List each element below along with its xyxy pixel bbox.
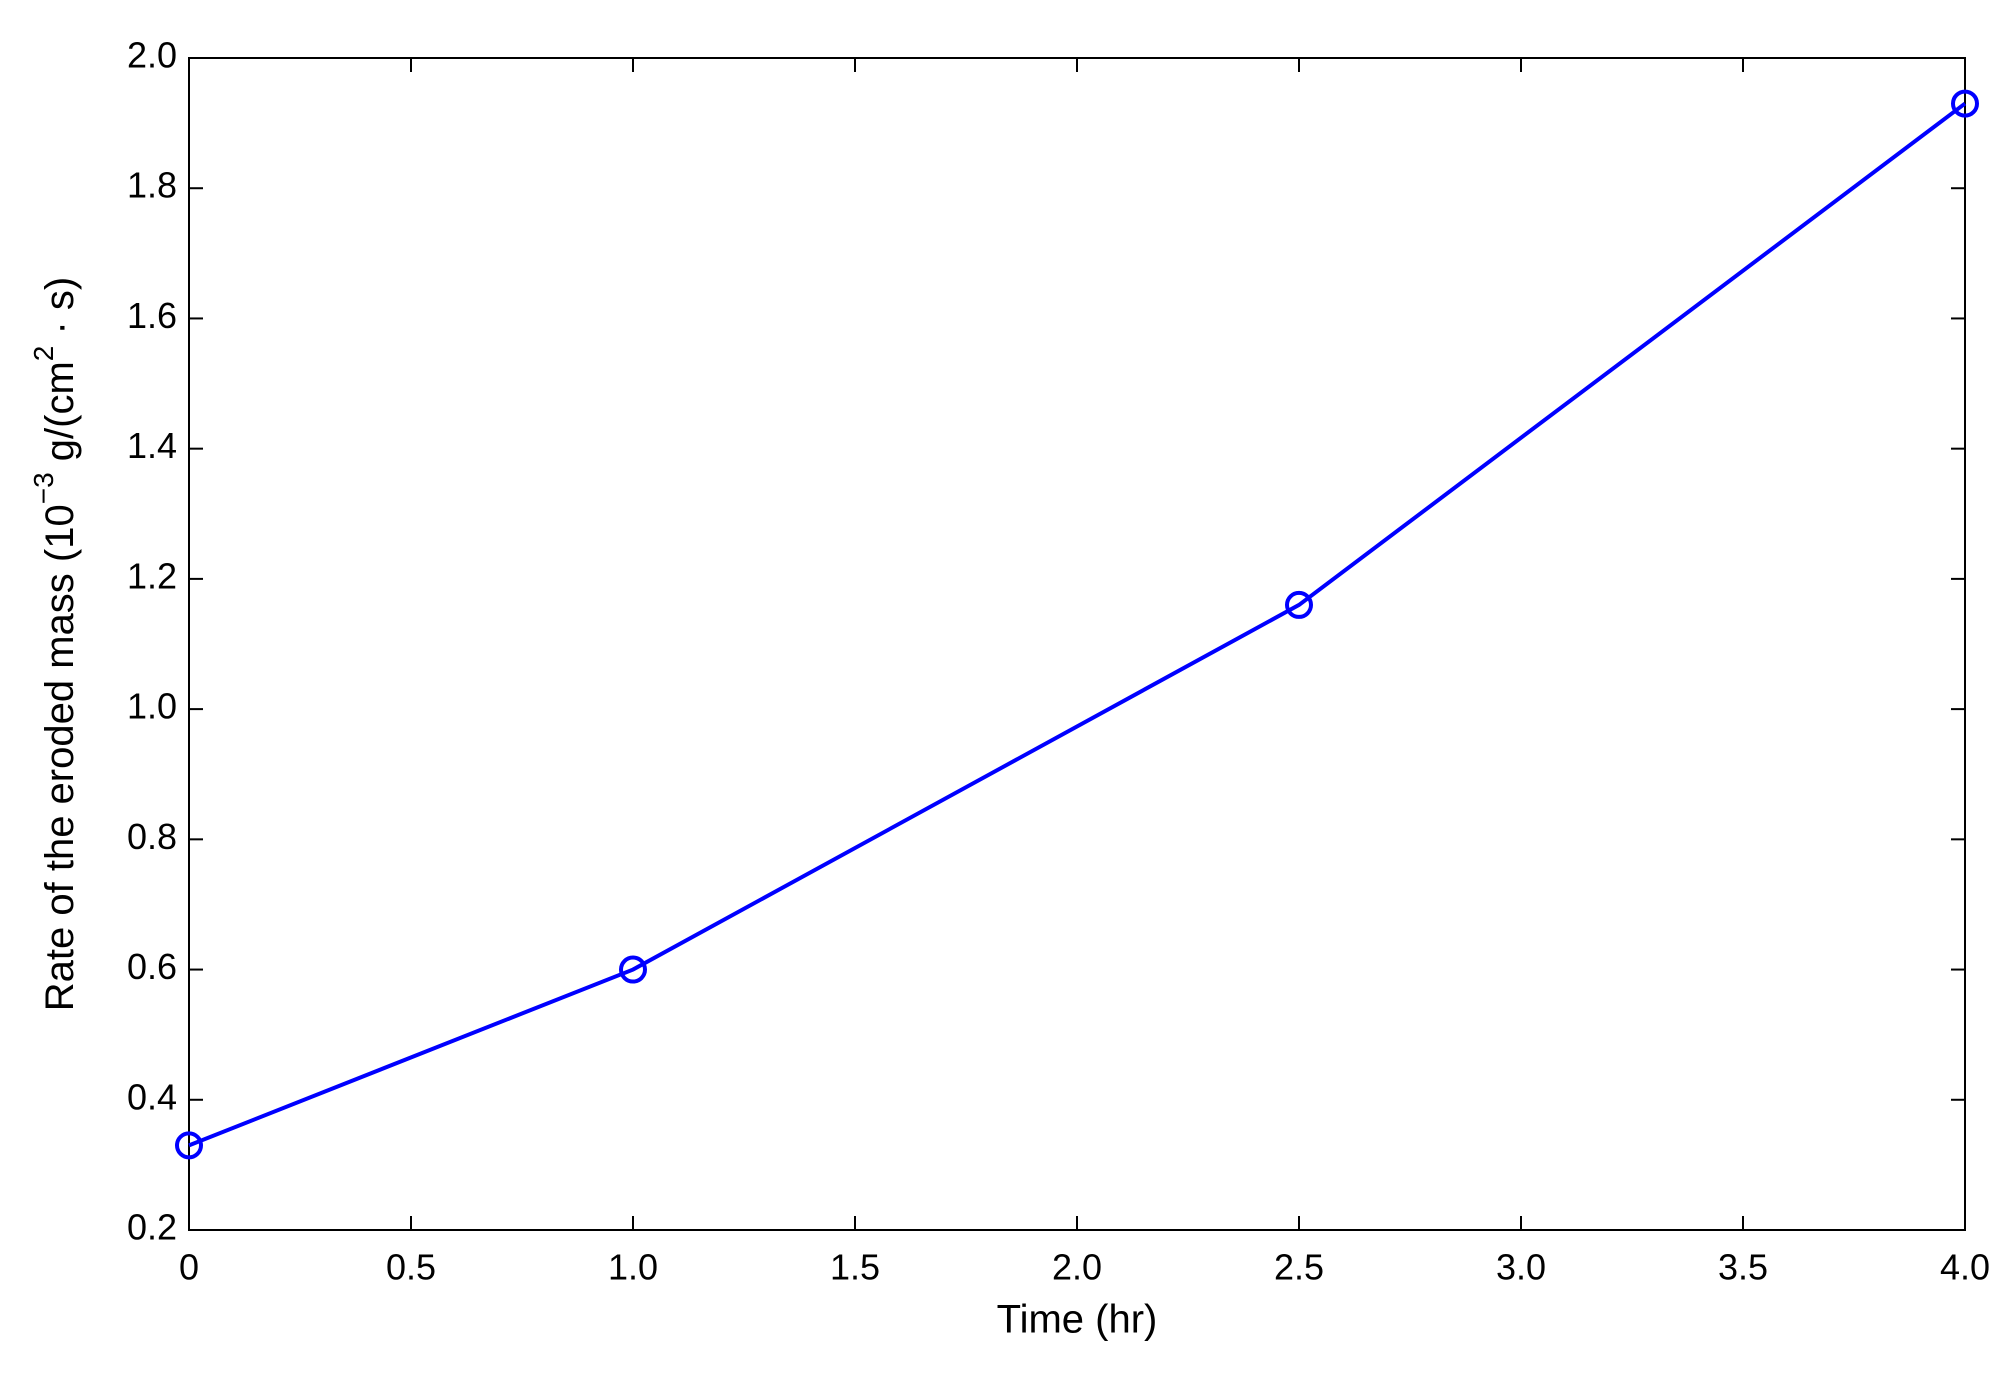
y-axis-label: Rate of the eroded mass (10−3 g/(cm2 · s… bbox=[28, 277, 81, 1011]
x-tick-label: 0.5 bbox=[386, 1247, 436, 1288]
x-axis-label: Time (hr) bbox=[997, 1298, 1158, 1342]
y-tick-label: 0.8 bbox=[127, 816, 177, 857]
y-tick-label: 0.2 bbox=[127, 1207, 177, 1248]
x-tick-label: 2.0 bbox=[1052, 1247, 1102, 1288]
y-label-part: · s) bbox=[38, 277, 82, 346]
y-label-sup: −3 bbox=[28, 472, 59, 504]
y-label-part: g/(cm bbox=[38, 361, 82, 472]
data-point bbox=[1951, 89, 1979, 118]
data-point bbox=[175, 1131, 203, 1160]
y-tick-label: 1.2 bbox=[127, 555, 177, 596]
x-tick-label: 1.0 bbox=[608, 1247, 658, 1288]
y-tick-label: 1.4 bbox=[127, 425, 177, 466]
y-label-part: Rate of the eroded mass (10 bbox=[38, 504, 82, 1011]
x-tick-label: 3.0 bbox=[1496, 1247, 1546, 1288]
x-tick-label: 1.5 bbox=[830, 1247, 880, 1288]
plot-frame bbox=[188, 57, 1966, 1231]
data-point bbox=[619, 955, 647, 984]
y-tick-label: 1.8 bbox=[127, 165, 177, 206]
data-point bbox=[1285, 590, 1313, 619]
x-tick-label: 3.5 bbox=[1718, 1247, 1768, 1288]
y-tick-label: 2.0 bbox=[127, 35, 177, 76]
data-line bbox=[188, 101, 1967, 1148]
x-tick-label: 0 bbox=[179, 1247, 199, 1288]
y-tick-label: 0.6 bbox=[127, 946, 177, 987]
x-tick-label: 2.5 bbox=[1274, 1247, 1324, 1288]
y-tick-label: 1.6 bbox=[127, 295, 177, 336]
y-tick-label: 0.4 bbox=[127, 1076, 177, 1117]
y-tick-label: 1.0 bbox=[127, 686, 177, 727]
y-label-sup: 2 bbox=[28, 346, 59, 362]
x-tick-label: 4.0 bbox=[1940, 1247, 1990, 1288]
